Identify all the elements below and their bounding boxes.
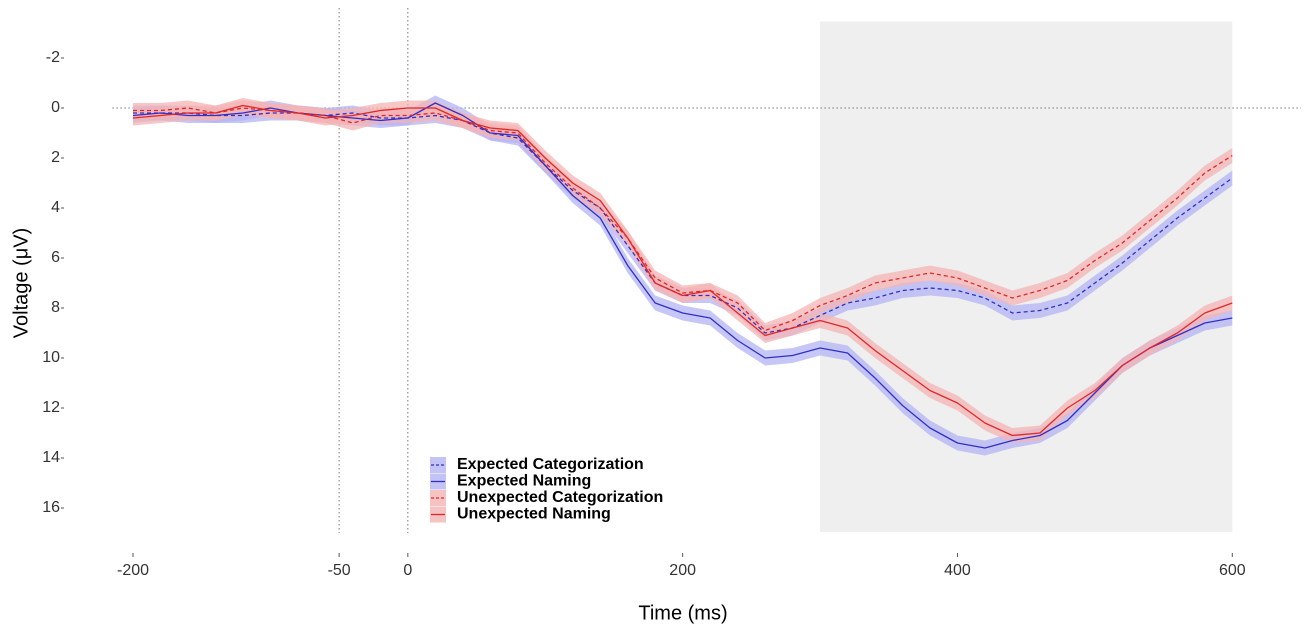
x-tick-label: 200 (669, 562, 696, 579)
y-tick-label: 10 (42, 349, 60, 366)
y-tick-label: 12 (42, 399, 60, 416)
y-tick-label: 6 (51, 249, 60, 266)
x-axis-title: Time (ms) (638, 602, 727, 624)
legend-label: Expected Categorization (457, 456, 644, 473)
legend-label: Unexpected Categorization (457, 489, 663, 506)
y-tick-label: 14 (42, 449, 60, 466)
x-tick-label: 600 (1219, 562, 1246, 579)
series-line (133, 107, 1233, 332)
x-tick-label: -50 (328, 562, 351, 579)
y-tick-label: 8 (51, 299, 60, 316)
x-tick-label: -200 (117, 562, 149, 579)
y-tick-label: 2 (51, 149, 60, 166)
legend-label: Unexpected Naming (457, 506, 611, 523)
x-tick-label: 400 (944, 562, 971, 579)
y-tick-label: 4 (51, 199, 60, 216)
y-tick-label: 0 (51, 99, 60, 116)
y-tick-label: 16 (42, 499, 60, 516)
legend-label: Expected Naming (457, 473, 591, 490)
x-tick-label: 0 (403, 562, 412, 579)
series-line (132, 104, 1233, 437)
y-tick-label: -2 (46, 49, 60, 66)
y-axis-title: Voltage (μV) (10, 228, 32, 338)
